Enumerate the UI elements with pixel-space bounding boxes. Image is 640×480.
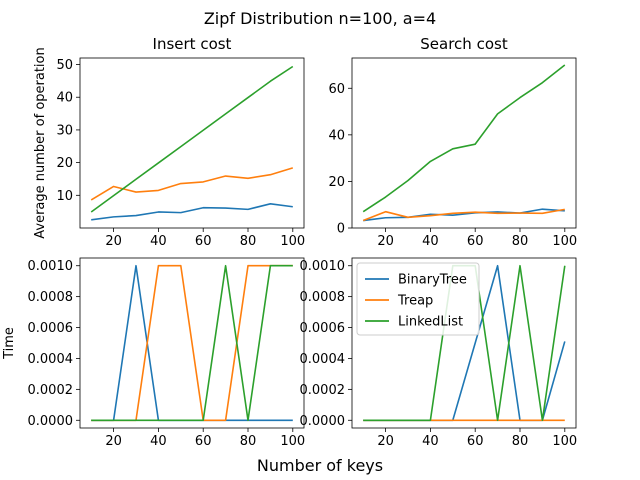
x-tick-label: 20: [105, 234, 122, 249]
x-tick-label: 60: [195, 434, 212, 449]
x-tick-label: 20: [105, 434, 122, 449]
figure-suptitle: Zipf Distribution n=100, a=4: [204, 9, 436, 28]
x-tick-label: 20: [377, 434, 394, 449]
plot-frame: [79, 257, 305, 429]
y-tick-label: 0.0008: [300, 290, 346, 305]
y-tick-label: 0.0002: [300, 383, 346, 398]
plot-frame: [351, 57, 577, 229]
legend: BinaryTree Treap LinkedList: [356, 262, 480, 336]
x-tick-label: 40: [422, 234, 439, 249]
series-line-binarytree: [363, 208, 565, 222]
y-axis-label: Time: [2, 327, 17, 360]
panel-title: Insert cost: [153, 35, 232, 53]
y-tick-label: 0.0006: [28, 321, 74, 336]
plot-frame: [79, 57, 305, 229]
chart-bottom-left: 20 40 60 80 100 0.0000 0.0002 0.0004 0.0006 0.000…: [2, 257, 305, 449]
y-tick-label: 0.0000: [300, 414, 346, 429]
x-tick-label: 20: [377, 234, 394, 249]
y-tick-label: 20: [328, 175, 345, 190]
legend-box: [356, 262, 480, 336]
plot-frame: [351, 257, 577, 429]
y-tick-label: 20: [56, 156, 73, 171]
x-tick-label: 100: [280, 434, 305, 449]
y-tick-label: 40: [56, 91, 73, 106]
series-line-treap: [90, 167, 294, 201]
panel-title: Search cost: [420, 35, 508, 53]
y-tick-label: 0.0004: [300, 352, 346, 367]
x-tick-label: 100: [552, 234, 577, 249]
x-tick-label: 60: [195, 234, 212, 249]
x-tick-label: 60: [467, 434, 484, 449]
legend-label-linkedlist: LinkedList: [398, 315, 463, 330]
y-tick-label: 60: [328, 82, 345, 97]
y-tick-label: 0.0002: [28, 383, 74, 398]
chart-top-left: 20 40 60 80 100 10 20 30 40 50 Insert cost Average …: [33, 35, 305, 249]
series-line-treap: [362, 208, 565, 222]
series-line-binarytree: [91, 203, 293, 221]
y-tick-label: 10: [56, 189, 73, 204]
y-tick-label: 0: [337, 222, 345, 237]
chart-panels: 20 40 60 80 100 10 20 30 40 50 Insert cost Average …: [2, 35, 577, 449]
x-tick-label: 80: [512, 234, 529, 249]
y-tick-label: 0.0008: [28, 290, 74, 305]
figure-xlabel: Number of keys: [257, 456, 383, 475]
x-tick-label: 80: [512, 434, 529, 449]
x-tick-label: 80: [240, 434, 257, 449]
series-line-linkedlist: [90, 65, 294, 213]
y-tick-label: 0.0010: [28, 259, 74, 274]
y-tick-label: 40: [328, 128, 345, 143]
x-tick-label: 60: [467, 234, 484, 249]
series-line-linkedlist: [91, 264, 293, 422]
x-tick-label: 80: [240, 234, 257, 249]
x-tick-label: 40: [150, 434, 167, 449]
y-tick-label: 0.0004: [28, 352, 74, 367]
y-tick-label: 30: [56, 123, 73, 138]
y-tick-label: 0.0006: [300, 321, 346, 336]
series-line-linkedlist: [362, 64, 566, 213]
y-tick-label: 50: [56, 58, 73, 73]
chart-bottom-right: 20 40 60 80 100 0.0000 0.0002 0.0004 0.0006 0.000…: [300, 257, 577, 449]
x-tick-label: 100: [280, 234, 305, 249]
x-tick-label: 40: [150, 234, 167, 249]
y-tick-label: 0.0000: [28, 414, 74, 429]
x-tick-label: 40: [422, 434, 439, 449]
y-axis-label: Average number of operation: [33, 47, 48, 238]
legend-label-binarytree: BinaryTree: [398, 273, 467, 288]
y-tick-label: 0.0010: [300, 259, 346, 274]
legend-label-treap: Treap: [397, 294, 433, 309]
x-tick-label: 100: [552, 434, 577, 449]
chart-top-right: 20 40 60 80 100 0 20 40 60 Search cost: [328, 35, 577, 249]
